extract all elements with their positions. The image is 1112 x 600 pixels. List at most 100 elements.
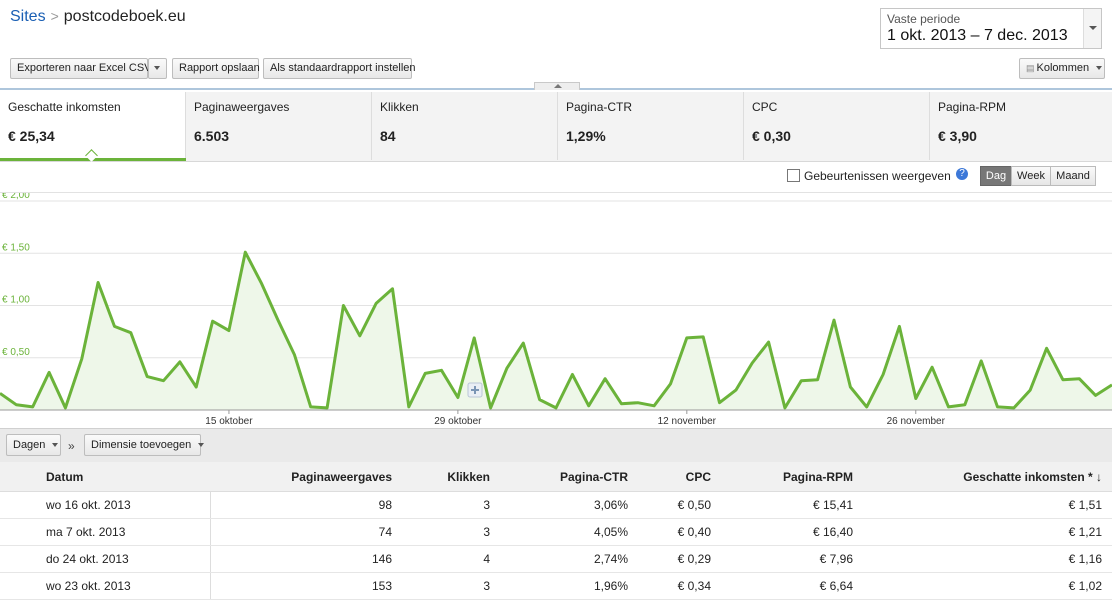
cell-cpc: € 0,40 <box>638 518 721 546</box>
metric-value: € 25,34 <box>8 128 55 144</box>
collapse-header-toggle[interactable] <box>534 82 580 90</box>
x-tick-label: 12 november <box>658 416 717 427</box>
cell-date: wo 23 okt. 2013 <box>0 572 211 600</box>
export-csv-button[interactable]: Exporteren naar Excel CSV <box>10 58 152 79</box>
table-row: ma 7 okt. 2013 74 3 4,05% € 0,40 € 16,40… <box>0 518 1112 546</box>
cell-pageviews: 74 <box>210 518 402 546</box>
metric-label: Geschatte inkomsten <box>8 100 121 114</box>
x-tick-label: 29 oktober <box>434 416 482 427</box>
metric-value: 1,29% <box>566 128 606 144</box>
y-tick-label: € 0,50 <box>2 347 30 358</box>
cell-page-ctr: 3,06% <box>500 491 638 519</box>
table-header-row: Datum Paginaweergaves Klikken Pagina-CTR… <box>0 462 1112 492</box>
metric-label: Pagina-RPM <box>938 100 1007 114</box>
table-row: do 24 okt. 2013 146 4 2,74% € 0,29 € 7,9… <box>0 545 1112 573</box>
metric-value: 84 <box>380 128 396 144</box>
y-tick-label: € 1,50 <box>2 242 30 253</box>
dimension-selector[interactable]: Dagen <box>6 434 61 456</box>
cell-cpc: € 0,34 <box>638 572 721 600</box>
metric-tab-page-ctr[interactable]: Pagina-CTR 1,29% <box>558 92 744 160</box>
cell-estimated-earnings: € 1,02 <box>863 572 1112 600</box>
cell-cpc: € 0,50 <box>638 491 721 519</box>
cell-clicks: 3 <box>402 491 500 519</box>
chevron-down-icon <box>198 443 205 448</box>
dimension-selector-label: Dagen <box>13 439 46 451</box>
earnings-area <box>0 252 1112 410</box>
metric-tab-clicks[interactable]: Klikken 84 <box>372 92 558 160</box>
cell-pageviews: 146 <box>210 545 402 573</box>
show-events-toggle[interactable]: Gebeurtenissen weergeven <box>787 169 951 183</box>
column-header-page-ctr[interactable]: Pagina-CTR <box>500 462 638 492</box>
column-header-pageviews[interactable]: Paginaweergaves <box>210 462 402 492</box>
y-tick-label: € 2,00 <box>2 193 30 201</box>
x-tick-label: 15 oktober <box>205 416 253 427</box>
cell-page-ctr: 2,74% <box>500 545 638 573</box>
columns-icon: ▤ <box>1026 63 1035 73</box>
metric-label: Paginaweergaves <box>194 100 290 114</box>
y-tick-label: € 1,00 <box>2 295 30 306</box>
metric-label: CPC <box>752 100 778 114</box>
chevron-up-icon <box>554 84 562 88</box>
metric-label: Pagina-CTR <box>566 100 633 114</box>
column-header-date[interactable]: Datum <box>0 462 210 492</box>
cell-cpc: € 0,29 <box>638 545 721 573</box>
add-dimension-label: Dimensie toevoegen <box>91 439 192 451</box>
granularity-week-button[interactable]: Week <box>1011 166 1051 186</box>
add-dimension-button[interactable]: Dimensie toevoegen <box>84 434 205 456</box>
chevron-down-icon <box>1096 66 1103 71</box>
add-annotation-icon[interactable] <box>467 382 483 398</box>
column-header-cpc[interactable]: CPC <box>638 462 721 492</box>
cell-estimated-earnings: € 1,21 <box>863 518 1112 546</box>
cell-estimated-earnings: € 1,16 <box>863 545 1112 573</box>
cell-estimated-earnings: € 1,51 <box>863 491 1112 519</box>
show-events-checkbox[interactable] <box>787 169 800 182</box>
granularity-month-button[interactable]: Maand <box>1050 166 1096 186</box>
metric-tab-estimated-earnings[interactable]: Geschatte inkomsten € 25,34 <box>0 92 186 162</box>
columns-label: Kolommen <box>1036 62 1090 74</box>
cell-page-rpm: € 6,64 <box>721 572 863 600</box>
granularity-day-button[interactable]: Dag <box>980 166 1012 186</box>
column-header-estimated-earnings[interactable]: Geschatte inkomsten * ↓ <box>863 462 1112 492</box>
column-header-clicks[interactable]: Klikken <box>402 462 500 492</box>
metric-tab-pageviews[interactable]: Paginaweergaves 6.503 <box>186 92 372 160</box>
cell-page-rpm: € 15,41 <box>721 491 863 519</box>
cell-clicks: 3 <box>402 572 500 600</box>
cell-pageviews: 153 <box>210 572 402 600</box>
show-events-label: Gebeurtenissen weergeven <box>804 169 951 183</box>
breadcrumb-separator: > <box>50 8 59 24</box>
metric-tabs: Geschatte inkomsten € 25,34 Paginaweerga… <box>0 92 1112 162</box>
metric-value: 6.503 <box>194 128 230 144</box>
cell-page-ctr: 4,05% <box>500 518 638 546</box>
cell-pageviews: 98 <box>210 491 402 519</box>
help-icon[interactable]: ? <box>956 168 968 180</box>
column-header-page-rpm[interactable]: Pagina-RPM <box>721 462 863 492</box>
table-row: wo 23 okt. 2013 153 3 1,96% € 0,34 € 6,6… <box>0 572 1112 600</box>
table-row: wo 16 okt. 2013 98 3 3,06% € 0,50 € 15,4… <box>0 491 1112 519</box>
earnings-line <box>0 250 1112 410</box>
cell-date: wo 16 okt. 2013 <box>0 491 211 519</box>
cell-page-rpm: € 16,40 <box>721 518 863 546</box>
breadcrumb: Sites > postcodeboek.eu <box>10 8 186 26</box>
breadcrumb-sites-link[interactable]: Sites <box>10 8 46 25</box>
chart-top-border <box>0 192 1112 193</box>
cell-date: ma 7 okt. 2013 <box>0 518 211 546</box>
export-options-button[interactable] <box>148 58 167 79</box>
metric-value: € 0,30 <box>752 128 791 144</box>
set-default-report-button[interactable]: Als standaardrapport instellen <box>263 58 416 79</box>
metric-value: € 3,90 <box>938 128 977 144</box>
cell-page-ctr: 1,96% <box>500 572 638 600</box>
x-tick-label: 26 november <box>887 416 946 427</box>
cell-clicks: 3 <box>402 518 500 546</box>
metric-tab-cpc[interactable]: CPC € 0,30 <box>744 92 930 160</box>
earnings-chart: € 0,50 € 1,00 € 1,50 € 2,00 15 oktober 29 ok… <box>0 193 1112 427</box>
date-range-label: Vaste periode <box>887 12 961 26</box>
drilldown-separator: » <box>68 439 75 453</box>
date-range-selector[interactable]: Vaste periode 1 okt. 2013 – 7 dec. 2013 <box>880 8 1102 49</box>
columns-button[interactable]: ▤ Kolommen <box>1019 58 1105 79</box>
save-report-button[interactable]: Rapport opslaan <box>172 58 260 79</box>
metric-tab-page-rpm[interactable]: Pagina-RPM € 3,90 <box>930 92 1112 160</box>
chevron-down-icon <box>52 443 59 448</box>
metric-label: Klikken <box>380 100 419 114</box>
chevron-down-icon <box>154 66 160 71</box>
date-range-dropdown-icon[interactable] <box>1083 9 1101 48</box>
